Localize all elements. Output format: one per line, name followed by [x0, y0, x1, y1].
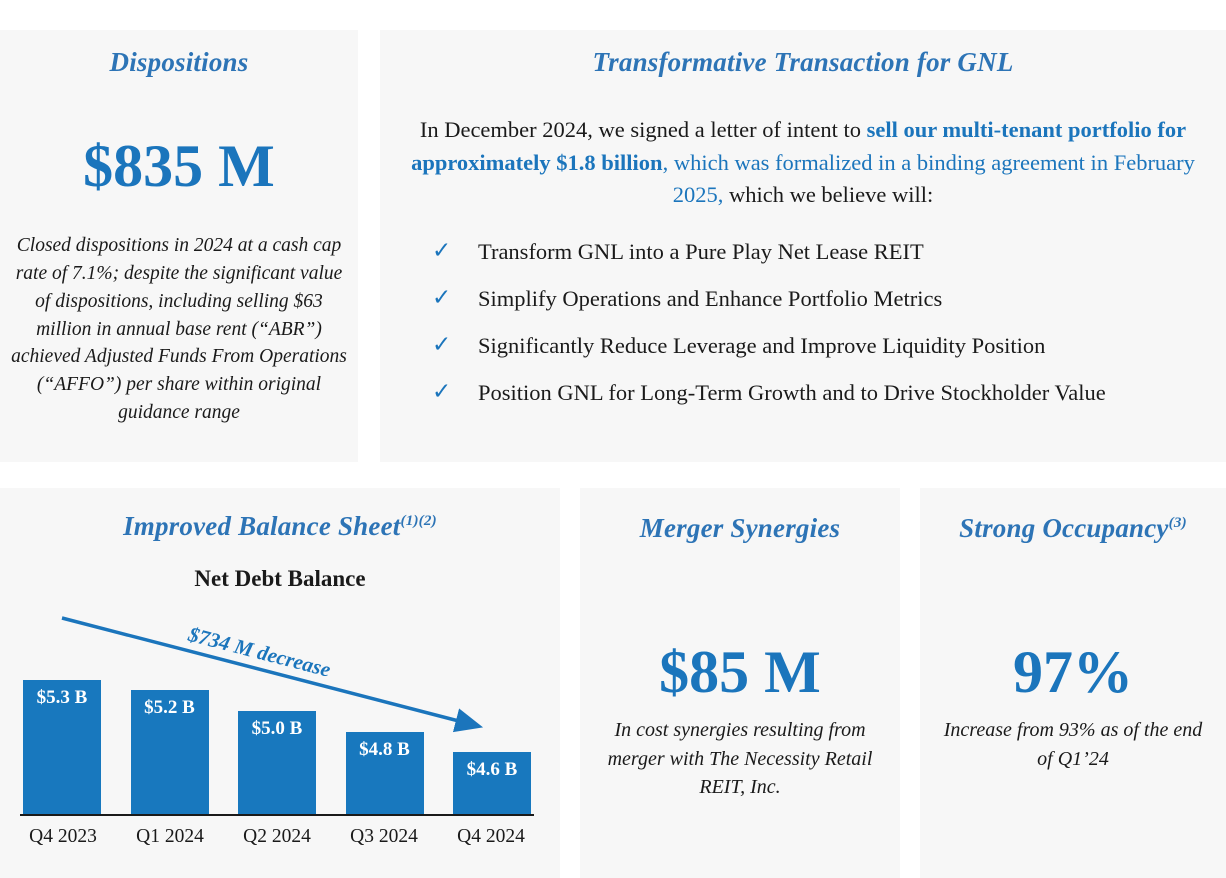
checkmark-icon: ✓	[432, 378, 452, 405]
balance-sheet-panel: Improved Balance Sheet(1)(2) Net Debt Ba…	[0, 488, 560, 878]
checkmark-icon: ✓	[432, 284, 452, 311]
occupancy-description: Increase from 93% as of the end of Q1’24	[943, 719, 1203, 770]
bullet-item: ✓ Transform GNL into a Pure Play Net Lea…	[432, 237, 1226, 267]
transaction-bullet-list: ✓ Transform GNL into a Pure Play Net Lea…	[380, 237, 1226, 408]
bullet-item: ✓ Simplify Operations and Enhance Portfo…	[432, 284, 1226, 314]
chart-x-axis-labels: Q4 2023 Q1 2024 Q2 2024 Q3 2024 Q4 2024	[20, 826, 534, 848]
occupancy-value: 97%	[1013, 639, 1133, 706]
x-axis-label: Q1 2024	[136, 826, 204, 848]
intro-segment: In December 2024, we signed a letter of …	[419, 117, 867, 143]
x-axis-label: Q2 2024	[243, 826, 311, 848]
merger-description: In cost synergies resulting from merger …	[607, 719, 873, 799]
dispositions-description: Closed dispositions in 2024 at a cash ca…	[11, 235, 347, 423]
footnote-marker: (3)	[1168, 515, 1187, 531]
transaction-panel: Transformative Transaction for GNL In De…	[380, 30, 1226, 462]
merger-synergies-panel: Merger Synergies $85 M In cost synergies…	[580, 488, 900, 878]
merger-value: $85 M	[659, 639, 821, 706]
occupancy-title-text: Strong Occupancy	[959, 513, 1169, 543]
balance-sheet-title-text: Improved Balance Sheet	[123, 511, 401, 541]
bullet-text: Simplify Operations and Enhance Portfoli…	[478, 285, 943, 311]
intro-segment: which we believe will:	[723, 181, 934, 207]
intro-segment-highlight: sell our multi-tenant portfolio for appr…	[411, 117, 1187, 175]
bar-q2-2024: $5.0 B	[238, 711, 316, 815]
footnote-marker: (1)(2)	[400, 513, 437, 529]
bullet-text: Significantly Reduce Leverage and Improv…	[478, 332, 1046, 358]
bullet-item: ✓ Significantly Reduce Leverage and Impr…	[432, 331, 1226, 361]
bar-q3-2024: $4.8 B	[345, 732, 424, 815]
dispositions-panel: Dispositions $835 M Closed dispositions …	[0, 30, 358, 462]
x-axis-label: Q4 2024	[457, 826, 525, 848]
occupancy-title: Strong Occupancy(3)	[930, 510, 1216, 546]
bullet-item: ✓ Position GNL for Long-Term Growth and …	[432, 378, 1226, 408]
chart-bars: $5.3 B $5.2 B $5.0 B $4.8 B $4.6 B	[20, 592, 534, 817]
bar-value-label: $5.2 B	[144, 697, 195, 719]
chart-title: Net Debt Balance	[194, 566, 366, 592]
bar-q4-2024: $4.6 B	[453, 752, 531, 815]
dispositions-title: Dispositions	[109, 47, 249, 77]
transaction-intro: In December 2024, we signed a letter of …	[408, 114, 1198, 211]
bar-value-label: $5.0 B	[251, 718, 303, 740]
merger-title: Merger Synergies	[639, 513, 841, 543]
bar-value-label: $5.3 B	[36, 687, 88, 709]
bullet-text: Transform GNL into a Pure Play Net Lease…	[478, 238, 924, 264]
bar-q1-2024: $5.2 B	[130, 690, 209, 815]
occupancy-panel: Strong Occupancy(3) 97% Increase from 93…	[920, 488, 1226, 878]
checkmark-icon: ✓	[432, 331, 452, 358]
bar-value-label: $4.8 B	[359, 739, 410, 761]
checkmark-icon: ✓	[432, 237, 452, 264]
transaction-title: Transformative Transaction for GNL	[592, 47, 1014, 77]
dispositions-value: $835 M	[83, 133, 275, 200]
balance-sheet-title: Improved Balance Sheet(1)(2)	[0, 508, 560, 544]
intro-segment-blue: , which was formalized in a binding agre…	[662, 149, 1195, 207]
bar-q4-2023: $5.3 B	[23, 680, 101, 815]
x-axis-label: Q4 2023	[29, 826, 97, 848]
bar-value-label: $4.6 B	[466, 759, 518, 781]
decrease-trend-arrow-icon	[61, 616, 484, 733]
x-axis-label: Q3 2024	[350, 826, 418, 848]
net-debt-chart: $734 M decrease $5.3 B $5.2 B $5.0 B $4.…	[0, 596, 560, 858]
bullet-text: Position GNL for Long-Term Growth and to…	[478, 379, 1106, 405]
